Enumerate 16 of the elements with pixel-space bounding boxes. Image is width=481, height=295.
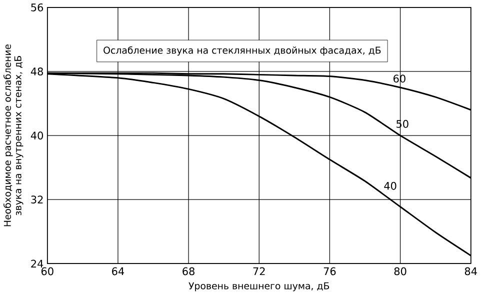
y-axis-title: Необходимое расчетное ослабление звука на внутренних стенах, дБ (3, 44, 24, 226)
y-tick-label: 56 (31, 4, 44, 12)
y-tick-label: 24 (31, 260, 44, 268)
x-tick-label: 64 (112, 267, 124, 276)
x-axis-title: Уровень внешнего шума, дБ (188, 282, 330, 292)
series-label: 40 (384, 182, 396, 190)
x-tick-label: 76 (324, 267, 336, 276)
x-tick-label: 68 (182, 267, 194, 276)
x-tick-label: 84 (464, 267, 477, 276)
x-tick-label: 60 (41, 267, 54, 276)
y-tick-label: 40 (30, 132, 44, 140)
text: Ослабление звука на стеклянных двойных фасадах, дБ (104, 46, 381, 56)
y-tick-label: 48 (30, 68, 43, 76)
y-tick-label: 32 (31, 196, 43, 204)
x-tick-label: 80 (394, 267, 406, 276)
x-tick-label: 72 (253, 267, 265, 276)
